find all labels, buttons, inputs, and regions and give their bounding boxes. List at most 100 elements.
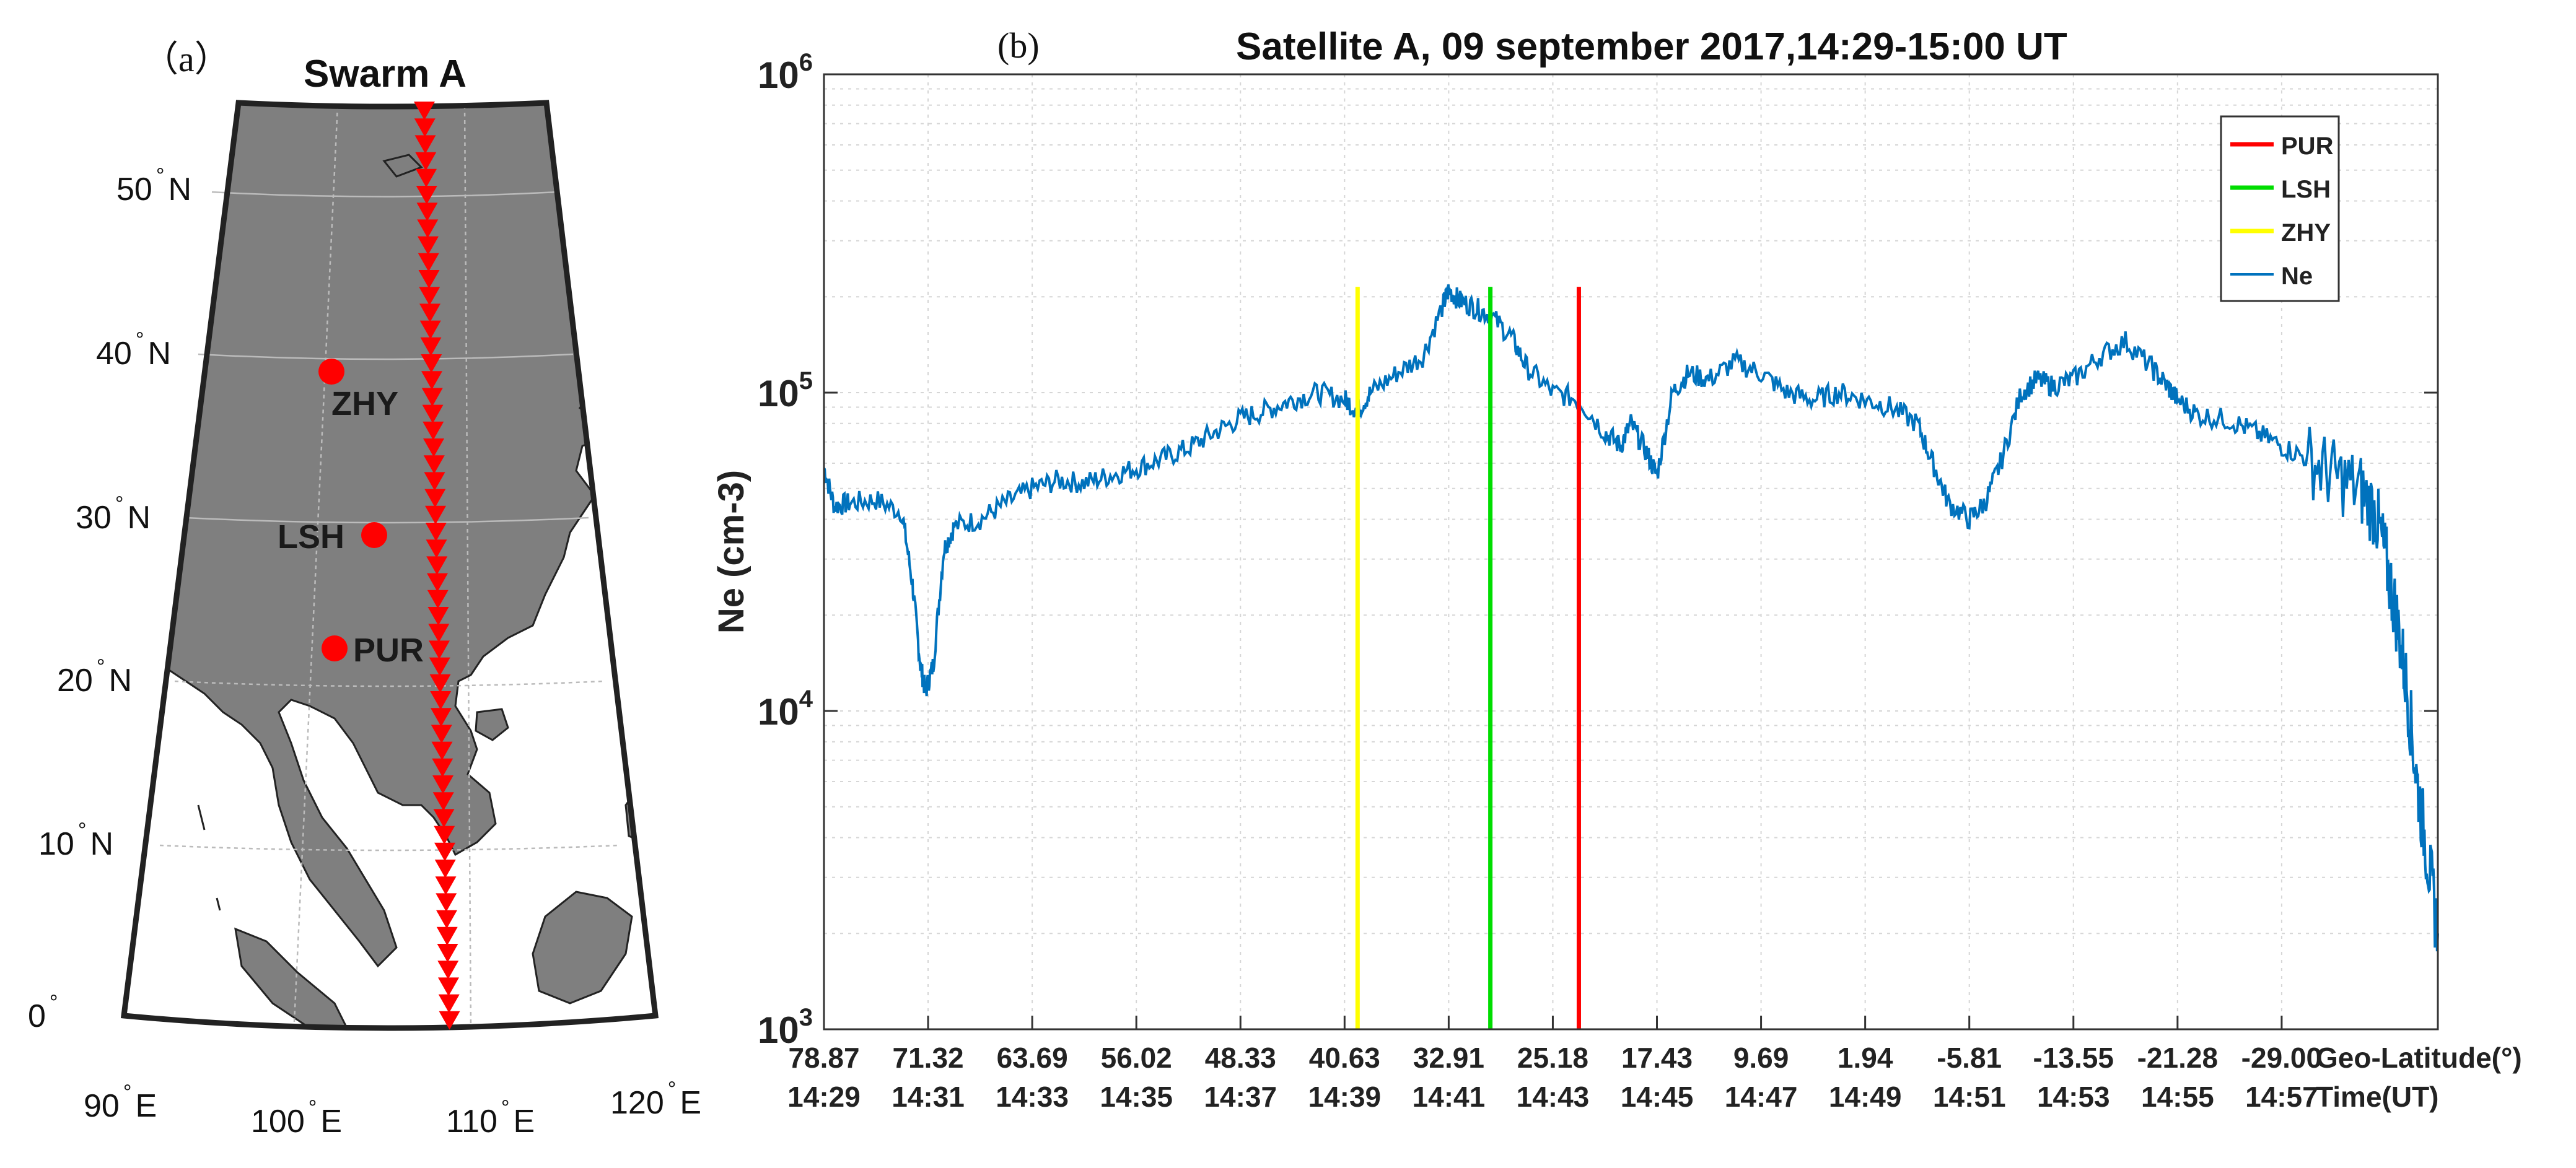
y-tick-label: 103	[758, 1004, 813, 1051]
track-marker	[438, 977, 459, 996]
track-marker	[421, 371, 442, 390]
x-tick-label-time: 14:45	[1621, 1081, 1694, 1113]
track-marker	[423, 455, 445, 474]
y-tick-label: 104	[758, 686, 813, 733]
track-marker	[435, 876, 457, 896]
track-marker	[417, 219, 439, 238]
track-marker	[416, 168, 437, 188]
x-tick-label-lat: 17.43	[1621, 1042, 1693, 1074]
track-marker	[434, 842, 455, 861]
map-frame	[120, 100, 659, 1031]
track-marker	[436, 893, 457, 912]
panel-b: (b) Satellite A, 09 september 2017,14:29…	[712, 0, 2576, 1168]
track-marker	[436, 926, 458, 946]
x-tick-label-lat: 1.94	[1838, 1042, 1893, 1074]
lat-label: 0 °	[28, 991, 58, 1034]
track-marker	[438, 994, 460, 1013]
x-tick-label-time: 14:51	[1933, 1081, 2006, 1113]
track-marker	[415, 152, 437, 171]
legend-label: LSH	[2281, 176, 2331, 203]
track-marker	[437, 961, 459, 980]
lat-label: 50 ° N	[116, 164, 192, 207]
x-tick-label-lat: -13.55	[2033, 1042, 2114, 1074]
x-tick-label-time: 14:41	[1413, 1081, 1486, 1113]
x-tick-label-time: 14:33	[996, 1081, 1069, 1113]
track-marker	[436, 910, 457, 929]
track-marker	[418, 253, 439, 272]
track-marker	[431, 725, 452, 744]
track-marker	[429, 674, 451, 693]
panel-a: （a） Swarm A	[0, 0, 743, 1168]
lon-label: 110 ° E	[446, 1096, 535, 1140]
track-marker	[431, 708, 452, 727]
x-tick-label-time: 14:53	[2037, 1081, 2110, 1113]
legend-label: Ne	[2281, 263, 2313, 290]
x-tick-label-time: 14:29	[787, 1081, 861, 1113]
swarm-track	[414, 102, 460, 1030]
track-marker	[432, 792, 454, 811]
track-marker	[439, 1011, 460, 1030]
legend-box	[2220, 115, 2340, 302]
x-tick-label-lat: -29.00	[2241, 1042, 2322, 1074]
track-marker	[421, 388, 443, 407]
track-marker	[428, 624, 450, 643]
track-marker	[418, 236, 439, 255]
x-tick-label-lat: -5.81	[1937, 1042, 2002, 1074]
station-marker	[322, 635, 348, 661]
track-marker	[424, 472, 445, 491]
track-marker	[420, 337, 442, 356]
track-marker	[416, 186, 437, 204]
station-label: ZHY	[331, 385, 398, 422]
x-axis-label-lat: Geo-Latitude(°)	[2316, 1042, 2522, 1074]
lat-label: 30 ° N	[76, 492, 151, 536]
station-label: LSH	[278, 518, 344, 556]
map-island-hainan	[475, 708, 509, 741]
x-tick-label-time: 14:37	[1204, 1081, 1277, 1113]
lat-label: 10 ° N	[38, 819, 114, 862]
track-marker	[419, 320, 441, 339]
track-marker	[434, 826, 455, 845]
map-graticule	[159, 105, 620, 1029]
x-tick-label-time: 14:39	[1308, 1081, 1381, 1113]
station-label: PUR	[353, 632, 424, 669]
lon-label: 120 ° E	[610, 1078, 702, 1121]
lon-label: 90 ° E	[84, 1081, 157, 1124]
legend-label: PUR	[2281, 133, 2334, 160]
track-marker	[419, 287, 440, 306]
x-tick-label-time: 14:43	[1517, 1081, 1590, 1113]
x-tick-label-lat: 71.32	[893, 1042, 964, 1074]
ne-series-line	[823, 284, 2439, 952]
x-tick-label-lat: 63.69	[997, 1042, 1068, 1074]
track-marker	[422, 404, 444, 424]
lat-label: 40 ° N	[96, 328, 172, 372]
panel-a-label: （a）	[142, 39, 230, 79]
chart-legend: PUR LSH ZHY Ne	[2220, 115, 2340, 302]
lon-label: 100 ° E	[251, 1096, 343, 1140]
x-tick-label-lat: 9.69	[1733, 1042, 1789, 1074]
station-marker	[361, 522, 387, 548]
chart-axes-box	[823, 73, 2439, 1031]
x-tick-label-lat: 25.18	[1517, 1042, 1588, 1074]
x-tick-label-time: 14:57	[2245, 1081, 2318, 1113]
x-tick-label-lat: 48.33	[1205, 1042, 1276, 1074]
x-tick-label-time: 14:49	[1829, 1081, 1902, 1113]
track-marker	[418, 270, 440, 289]
track-marker	[425, 523, 447, 541]
track-marker	[427, 573, 448, 592]
track-marker	[427, 590, 449, 609]
track-marker	[423, 421, 444, 440]
track-marker	[425, 505, 446, 525]
track-marker	[433, 809, 455, 828]
x-tick-label-time: 14:47	[1725, 1081, 1798, 1113]
track-marker	[426, 539, 447, 559]
y-axis-label: Ne (cm-3)	[711, 470, 751, 634]
track-marker	[426, 556, 448, 575]
x-tick-label-time: 14:35	[1100, 1081, 1173, 1113]
map-land	[124, 103, 621, 968]
x-tick-label-lat: 78.87	[788, 1042, 859, 1074]
track-marker	[419, 303, 440, 323]
track-marker	[424, 489, 446, 508]
track-marker	[423, 438, 444, 457]
x-tick-label-time: 14:31	[892, 1081, 965, 1113]
